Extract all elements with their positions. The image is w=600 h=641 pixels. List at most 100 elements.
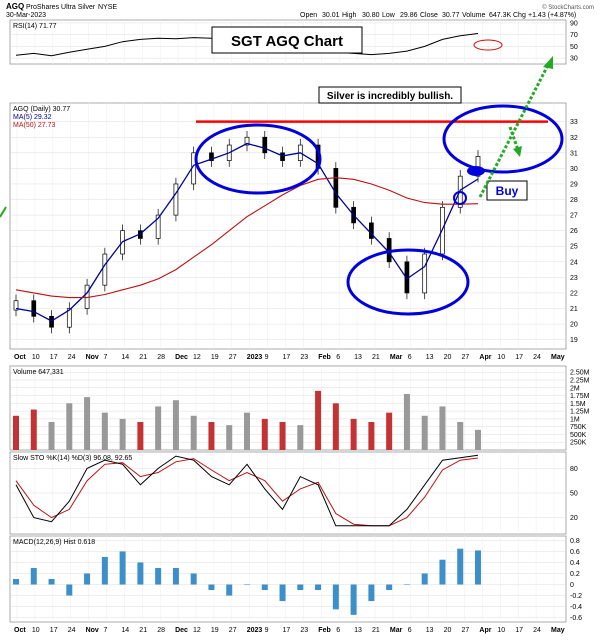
x-tick-label: 7 — [104, 354, 108, 361]
rsi-tick: 30 — [570, 56, 578, 63]
stochastic-d-line — [15, 457, 479, 527]
x-tick-label: 17 — [515, 354, 523, 361]
volume-tick: 2.25M — [570, 378, 590, 385]
volume-bar — [421, 415, 428, 450]
target-circle — [442, 104, 564, 174]
x-tick-label: Feb — [318, 354, 330, 361]
x-tick-label-bottom: 19 — [211, 627, 219, 634]
volume-bar — [439, 406, 446, 450]
x-tick-label: Apr — [479, 354, 491, 361]
x-tick-label-bottom: May — [551, 627, 565, 634]
x-tick-label-bottom: Apr — [479, 627, 491, 634]
ma-slow-line — [15, 177, 479, 299]
header-symbol: AGQ — [6, 2, 24, 11]
candle-body — [262, 136, 268, 154]
x-tick-label-bottom: 17 — [515, 627, 523, 634]
x-tick-label-bottom: 27 — [229, 627, 237, 634]
volume-bar — [279, 422, 286, 450]
x-tick-label: Dec — [175, 354, 188, 361]
rsi-tick: 70 — [570, 32, 578, 39]
volume-tick: 2M — [570, 385, 580, 392]
macd-bar — [155, 567, 162, 585]
price-tick: 26 — [570, 228, 578, 235]
candle-body — [369, 222, 374, 239]
chg-label: Chg — [513, 12, 526, 19]
x-tick-label: 13 — [426, 354, 434, 361]
macd-tick: 0.6 — [570, 549, 580, 556]
x-tick-label-bottom: 27 — [462, 627, 470, 634]
ma-fast-line — [15, 142, 479, 322]
volume-bar — [30, 409, 37, 450]
macd-bar — [172, 567, 179, 585]
stochastic-legend: Slow STO %K(14) %D(3) 96.08, 92.65 — [13, 455, 132, 462]
macd-bar — [208, 584, 215, 591]
volume-bar — [48, 422, 55, 450]
candle-body — [31, 300, 37, 317]
macd-bar — [244, 584, 250, 586]
price-panel — [9, 102, 567, 350]
x-tick-label: Mar — [390, 354, 403, 361]
candle-body — [209, 152, 214, 161]
x-tick-label-bottom: 6 — [336, 627, 340, 634]
x-tick-label: 6 — [336, 354, 340, 361]
buy-box — [486, 180, 528, 201]
candle-body — [13, 300, 19, 311]
volume-label: Volume — [462, 12, 485, 19]
x-tick-label: 21 — [372, 354, 380, 361]
macd-bar — [439, 559, 446, 585]
ma-fast-legend: MA(5) 29.32 — [13, 114, 52, 121]
candle-body — [66, 308, 72, 328]
x-tick-label-bottom: 7 — [104, 627, 108, 634]
volume-tick: 500K — [570, 432, 587, 439]
stochastic-k-line — [15, 454, 479, 527]
x-tick-label-bottom: Dec — [175, 627, 188, 634]
macd-legend: MACD(12,26,9) Hist 0.618 — [13, 539, 95, 546]
x-tick-label: Nov — [86, 354, 99, 361]
x-tick-label-bottom: 14 — [121, 627, 129, 634]
candle-body — [244, 136, 250, 146]
stochastic-tick: 20 — [570, 515, 578, 522]
x-tick-label-bottom: 24 — [68, 627, 76, 634]
x-tick-label: 19 — [211, 354, 219, 361]
candle-body — [422, 253, 428, 294]
volume-tick: 2.50M — [570, 370, 590, 377]
macd-bar — [101, 556, 108, 585]
volume-tick: 1.25M — [570, 409, 590, 416]
open-value: 30.01 — [322, 12, 340, 19]
macd-bar — [84, 573, 91, 585]
price-tick: 24 — [570, 259, 578, 266]
x-tick-label-bottom: 10 — [497, 627, 505, 634]
x-tick-label-bottom: Nov — [86, 627, 99, 634]
volume-tick: 1M — [570, 416, 580, 423]
macd-bar — [315, 584, 322, 591]
watermark: © StockCharts.com — [542, 4, 594, 11]
price-tick: 22 — [570, 290, 578, 297]
rsi-legend: RSI(14) 71.77 — [13, 23, 57, 30]
x-tick-label-bottom: 23 — [300, 627, 308, 634]
close-label: Close — [420, 12, 438, 19]
macd-bar — [421, 573, 428, 585]
macd-tick: -0.6 — [570, 615, 582, 622]
volume-bar — [350, 418, 357, 450]
low-value: 29.86 — [400, 12, 418, 19]
x-tick-label-bottom: 6 — [408, 627, 412, 634]
volume-value: 647.3K — [489, 12, 512, 19]
x-tick-label: 10 — [497, 354, 505, 361]
x-tick-label: 6 — [408, 354, 412, 361]
x-tick-label: 20 — [444, 354, 452, 361]
low-label: Low — [382, 12, 396, 19]
upside-arrowhead — [543, 56, 553, 69]
macd-bar — [297, 584, 304, 591]
volume-bar — [297, 425, 304, 450]
top-left-circle — [194, 123, 322, 195]
x-tick-label-bottom: 13 — [426, 627, 434, 634]
volume-bar — [386, 412, 393, 450]
x-tick-label-bottom: Oct — [14, 627, 26, 634]
volume-bar — [226, 425, 233, 450]
candle-body — [173, 183, 179, 216]
price-tick: 33 — [570, 119, 578, 126]
macd-bar — [226, 584, 233, 596]
macd-bar — [137, 562, 144, 585]
x-tick-label-bottom: 2023 — [247, 627, 263, 634]
